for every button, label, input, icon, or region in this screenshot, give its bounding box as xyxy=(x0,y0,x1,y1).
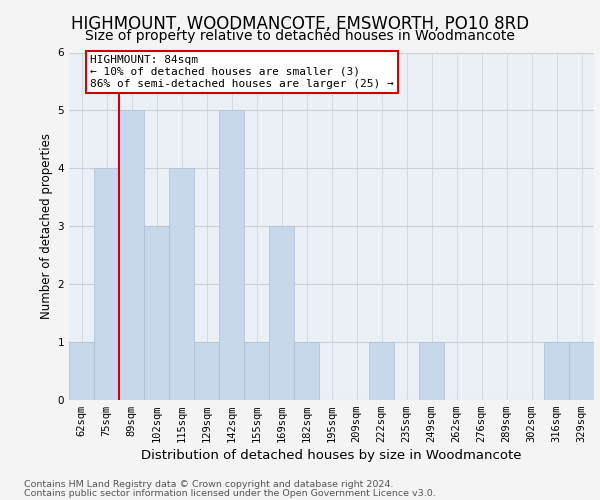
Bar xyxy=(244,342,269,400)
Bar xyxy=(294,342,319,400)
Bar xyxy=(169,168,194,400)
Bar xyxy=(544,342,569,400)
Bar xyxy=(194,342,219,400)
Bar xyxy=(419,342,444,400)
Bar xyxy=(119,110,144,400)
Text: Contains public sector information licensed under the Open Government Licence v3: Contains public sector information licen… xyxy=(24,489,436,498)
Bar xyxy=(369,342,394,400)
Text: Size of property relative to detached houses in Woodmancote: Size of property relative to detached ho… xyxy=(85,29,515,43)
Bar xyxy=(69,342,94,400)
Bar xyxy=(219,110,244,400)
Text: Contains HM Land Registry data © Crown copyright and database right 2024.: Contains HM Land Registry data © Crown c… xyxy=(24,480,394,489)
Bar xyxy=(269,226,294,400)
Text: HIGHMOUNT: 84sqm
← 10% of detached houses are smaller (3)
86% of semi-detached h: HIGHMOUNT: 84sqm ← 10% of detached house… xyxy=(90,56,394,88)
Bar xyxy=(569,342,594,400)
Bar xyxy=(144,226,169,400)
Y-axis label: Number of detached properties: Number of detached properties xyxy=(40,133,53,320)
X-axis label: Distribution of detached houses by size in Woodmancote: Distribution of detached houses by size … xyxy=(141,450,522,462)
Bar xyxy=(94,168,119,400)
Text: HIGHMOUNT, WOODMANCOTE, EMSWORTH, PO10 8RD: HIGHMOUNT, WOODMANCOTE, EMSWORTH, PO10 8… xyxy=(71,15,529,33)
